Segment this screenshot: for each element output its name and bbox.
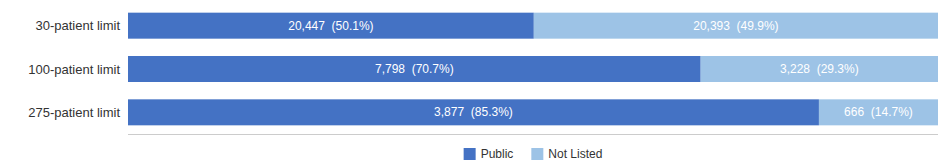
- bars: [128, 13, 938, 126]
- y-tick-label: 100-patient limit: [28, 62, 120, 77]
- chart-container: 3,877 (85.3%) 666 (14.7%) 7,798 (70.7%) 3,2…: [0, 0, 950, 168]
- data-label: 666 (14.7%): [844, 105, 913, 119]
- y-tick-labels: 275-patient limit 100-patient limit 30-pat…: [28, 18, 120, 120]
- bar: [128, 13, 534, 39]
- bar: [534, 13, 938, 39]
- data-label: 7,798 (70.7%): [375, 62, 454, 76]
- y-tick-label: 275-patient limit: [28, 105, 120, 120]
- bar: [701, 56, 938, 82]
- data-label: 3,877 (85.3%): [434, 105, 513, 119]
- legend-swatch: [464, 148, 476, 160]
- legend-item: Public: [464, 147, 514, 161]
- bar: [819, 99, 938, 125]
- chart: 3,877 (85.3%) 666 (14.7%) 7,798 (70.7%) 3,2…: [0, 0, 950, 168]
- data-label: 20,447 (50.1%): [288, 19, 373, 33]
- legend: Public Not Listed: [464, 147, 603, 161]
- legend-item: Not Listed: [531, 147, 602, 161]
- data-label: 3,228 (29.3%): [780, 62, 859, 76]
- x-axis-line: [128, 134, 938, 135]
- legend-swatch: [531, 148, 543, 160]
- page: {"chart_data": {"type": "bar", "orientat…: [0, 0, 950, 168]
- data-labels: 3,877 (85.3%) 666 (14.7%) 7,798 (70.7%) 3,2…: [288, 19, 913, 120]
- bar: [128, 99, 819, 125]
- legend-label: Not Listed: [548, 147, 602, 161]
- bar: [128, 56, 701, 82]
- legend-label: Public: [481, 147, 514, 161]
- y-tick-label: 30-patient limit: [35, 18, 120, 33]
- data-label: 20,393 (49.9%): [693, 19, 778, 33]
